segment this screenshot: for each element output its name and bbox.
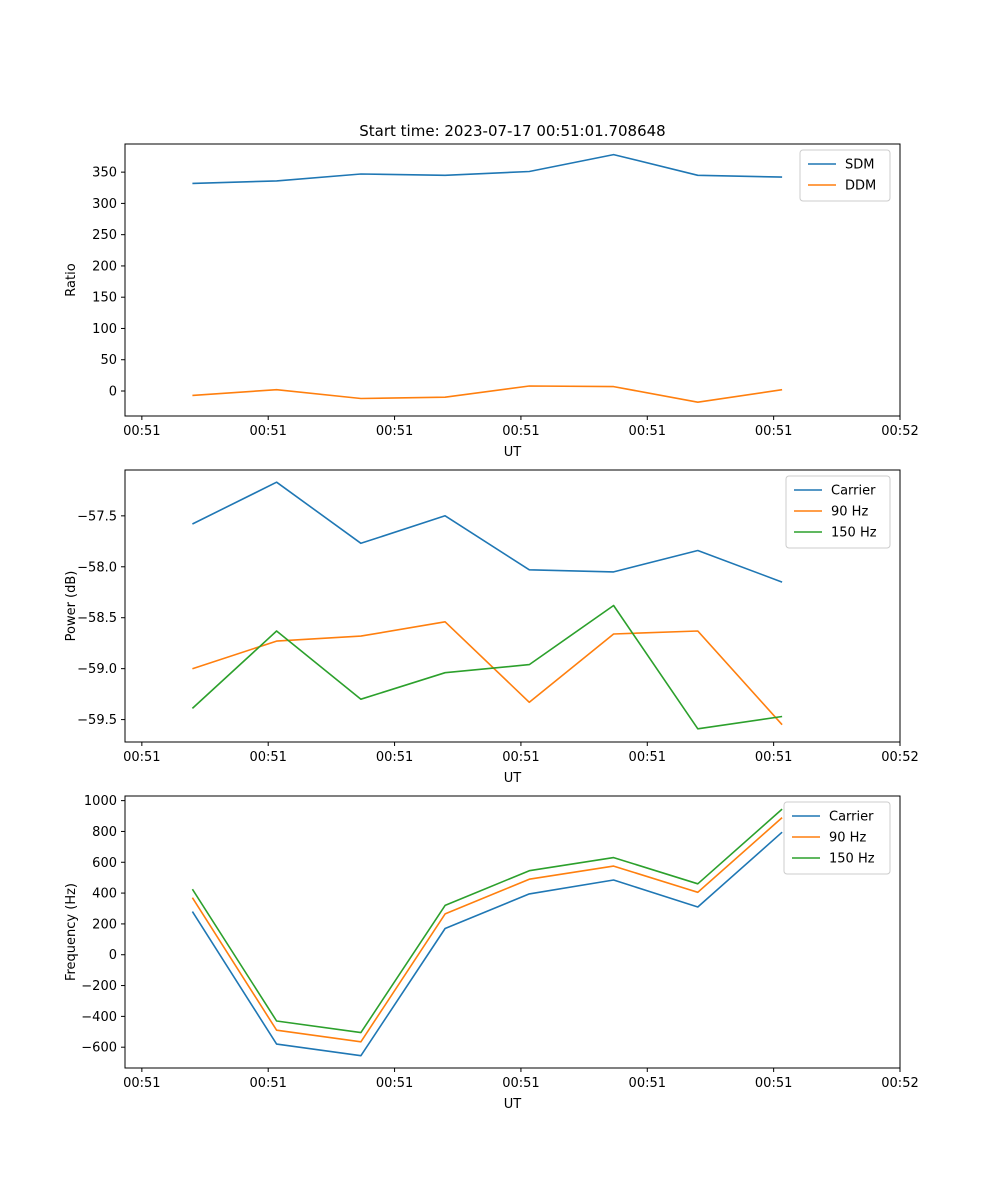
x-tick-label: 00:51 [629, 750, 666, 765]
y-tick-label: 300 [92, 197, 117, 212]
legend: Carrier 90 Hz 150 Hz [785, 475, 891, 549]
x-tick-label: 00:51 [629, 1076, 666, 1091]
legend-box [785, 475, 891, 549]
chart-panel-1: 00:51 00:51 00:51 00:51 00:51 00:51 00:52 0 50 10… [64, 122, 919, 460]
x-axis-label: UT [504, 771, 522, 786]
y-tick-label: −59.5 [77, 713, 117, 728]
axes-frame [124, 795, 901, 1069]
legend: SDM DDM [799, 149, 891, 202]
y-tick-label: 600 [92, 856, 117, 871]
x-tick-label: 00:52 [881, 1076, 918, 1091]
x-tick-label: 00:52 [881, 750, 918, 765]
legend-label: Carrier [829, 810, 874, 825]
x-tick-label: 00:51 [123, 1076, 160, 1091]
x-tick-label: 00:51 [376, 424, 413, 439]
chart-title: Start time: 2023-07-17 00:51:01.708648 [359, 122, 665, 140]
y-axis-label: Frequency (Hz) [64, 883, 79, 981]
y-tick-label: −600 [81, 1041, 117, 1056]
y-tick-label: 350 [92, 166, 117, 181]
y-tick-label: 150 [92, 291, 117, 306]
legend-label: Carrier [831, 484, 876, 499]
series-line-carrier [191, 831, 783, 1057]
chart-panel-3: 00:51 00:51 00:51 00:51 00:51 00:51 00:52 −600 −… [64, 794, 919, 1112]
y-tick-label: −400 [81, 1010, 117, 1025]
chart-panels: 00:51 00:51 00:51 00:51 00:51 00:51 00:52 0 50 10… [64, 122, 919, 1112]
legend-box [799, 149, 891, 202]
x-tick-label: 00:51 [123, 750, 160, 765]
y-axis-label: Ratio [64, 263, 79, 296]
y-tick-label: 0 [109, 948, 117, 963]
x-axis-label: UT [504, 1097, 522, 1112]
x-tick-label: 00:51 [755, 1076, 792, 1091]
legend: Carrier 90 Hz 150 Hz [783, 801, 891, 875]
x-tick-label: 00:52 [881, 424, 918, 439]
x-tick-label: 00:51 [376, 1076, 413, 1091]
legend-label: 90 Hz [831, 505, 868, 520]
x-tick-label: 00:51 [629, 424, 666, 439]
y-tick-label: −59.0 [77, 662, 117, 677]
x-tick-label: 00:51 [502, 1076, 539, 1091]
series-line-90-hz [191, 817, 783, 1043]
series-line-150-hz [191, 604, 783, 730]
x-tick-label: 00:51 [376, 750, 413, 765]
legend-box [783, 801, 891, 875]
y-tick-label: −58.5 [77, 611, 117, 626]
y-tick-label: 1000 [84, 794, 117, 809]
x-tick-label: 00:51 [755, 424, 792, 439]
x-tick-label: 00:51 [249, 1076, 286, 1091]
x-tick-label: 00:51 [123, 424, 160, 439]
x-tick-label: 00:51 [755, 750, 792, 765]
y-tick-label: −58.0 [77, 560, 117, 575]
y-tick-label: 50 [100, 353, 117, 368]
legend-label: DDM [845, 179, 876, 194]
y-tick-label: −57.5 [77, 509, 117, 524]
y-axis-label: Power (dB) [64, 571, 79, 642]
series-line-ddm [192, 385, 783, 404]
series-line-150-hz [191, 808, 783, 1034]
y-tick-label: 100 [92, 322, 117, 337]
legend-label: 150 Hz [831, 526, 877, 541]
y-tick-label: 0 [109, 384, 117, 399]
y-tick-label: 200 [92, 259, 117, 274]
x-tick-label: 00:51 [502, 750, 539, 765]
legend-label: 150 Hz [829, 852, 875, 867]
axes-frame [124, 469, 901, 743]
series-line-sdm [192, 153, 783, 185]
x-tick-label: 00:51 [249, 424, 286, 439]
y-tick-label: 200 [92, 917, 117, 932]
x-tick-label: 00:51 [502, 424, 539, 439]
y-tick-label: 400 [92, 887, 117, 902]
y-tick-label: 250 [92, 228, 117, 243]
series-line-carrier [192, 481, 783, 583]
legend-label: 90 Hz [829, 831, 866, 846]
x-tick-label: 00:51 [249, 750, 286, 765]
y-tick-label: −200 [81, 979, 117, 994]
y-tick-label: 800 [92, 825, 117, 840]
series-line-90-hz [192, 620, 783, 726]
x-axis-label: UT [504, 445, 522, 460]
axes-frame [124, 143, 901, 417]
legend-label: SDM [845, 158, 874, 173]
chart-panel-2: 00:51 00:51 00:51 00:51 00:51 00:51 00:52 −59.5… [64, 469, 919, 786]
